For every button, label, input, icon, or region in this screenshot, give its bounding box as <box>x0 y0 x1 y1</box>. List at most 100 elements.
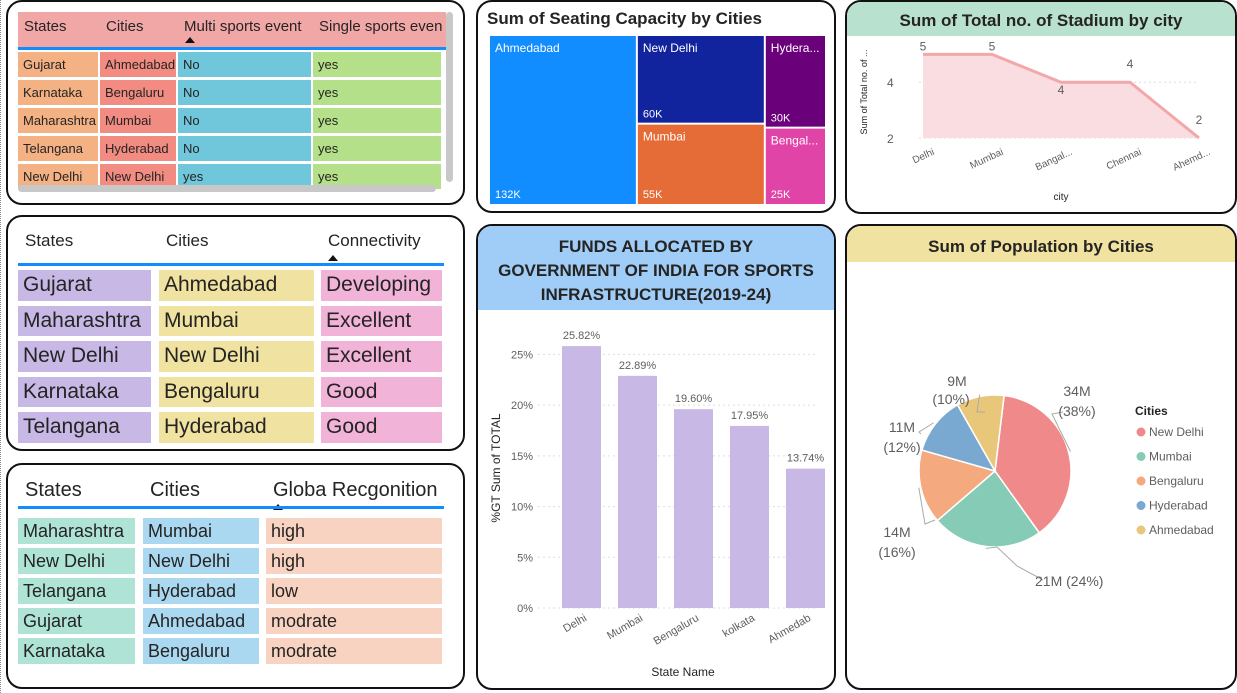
scrollbar-horizontal[interactable] <box>18 185 436 192</box>
pie-slice <box>936 469 1041 548</box>
table-row[interactable]: Telangana Hyderabad low <box>18 578 444 608</box>
table-cell: high <box>266 518 442 544</box>
table-cell: Excellent <box>321 305 442 337</box>
sort-ascending-icon[interactable] <box>328 255 338 261</box>
table-cell: Good <box>321 376 442 408</box>
table-cell: Maharashtra <box>18 108 98 133</box>
area-line <box>923 52 1200 140</box>
table-cell: Karnataka <box>18 638 135 664</box>
treemap-seating-capacity[interactable]: Sum of Seating Capacity by Cities Ahmeda… <box>476 0 836 213</box>
table-row[interactable]: Maharashtra Mumbai Excellent <box>18 305 444 342</box>
table-cell: Bengaluru <box>100 80 176 105</box>
leader-line <box>1051 411 1072 452</box>
legend-item: Hyderabad <box>1149 499 1208 513</box>
treemap-label: Ahmedabad <box>495 41 560 55</box>
treemap-value-label: 30K <box>771 113 791 125</box>
data-label: 4 <box>1058 83 1065 97</box>
x-tick-label: Mumbai <box>605 612 645 642</box>
treemap-tile <box>637 36 764 123</box>
table-row[interactable]: Karnataka Bengaluru Good <box>18 376 444 413</box>
column-header[interactable]: States <box>25 231 74 250</box>
data-label: 25.82% <box>563 330 601 342</box>
x-tick-label: Chennai <box>1105 147 1143 173</box>
data-label: 5 <box>920 39 927 53</box>
area-chart-stadiums[interactable]: Sum of Total no. of Stadium by city 2 4 5 5… <box>845 0 1237 214</box>
table-connectivity-body: States Cities Connectivity Gujarat Ahmedabad… <box>18 227 458 447</box>
treemap-label: New Delhi <box>643 41 698 55</box>
data-label: 19.60% <box>675 393 713 405</box>
column-header[interactable]: Cities <box>106 18 144 35</box>
bar <box>786 468 825 608</box>
bar-chart: 0% 5% 10% 15% 20% 25% 25.82% Delhi 22.89% Mumbai 1… <box>489 330 825 679</box>
column-header[interactable]: States <box>24 18 67 35</box>
table-cell: No <box>178 52 311 77</box>
data-label: 22.89% <box>619 360 657 372</box>
column-header[interactable]: Cities <box>166 231 209 250</box>
area-chart-header <box>847 2 1235 36</box>
legend-item: Bengaluru <box>1149 474 1204 488</box>
table-cell: New Delhi <box>159 341 314 372</box>
y-tick-label: 5% <box>517 552 533 564</box>
legend-marker <box>1136 501 1146 510</box>
header-divider <box>18 506 444 509</box>
bar-chart-funds[interactable]: FUNDS ALLOCATED BY GOVERNMENT OF INDIA F… <box>476 224 836 690</box>
pie-slice <box>921 403 997 473</box>
legend-marker <box>1136 452 1146 461</box>
data-label: 17.95% <box>731 410 769 422</box>
table-row[interactable]: Maharashtra Mumbai No yes <box>18 108 446 136</box>
table-row[interactable]: New Delhi New Delhi yes yes <box>18 164 446 192</box>
table-row[interactable]: Telangana Hyderabad No yes <box>18 136 446 164</box>
table-row[interactable]: Gujarat Ahmedabad modrate <box>18 608 444 638</box>
y-axis-title: %GT Sum of TOTAL <box>489 413 503 522</box>
table-row[interactable]: Telangana Hyderabad Good <box>18 412 444 448</box>
table-cell: No <box>178 136 311 161</box>
table-connectivity[interactable]: States Cities Connectivity Gujarat Ahmedabad… <box>6 215 465 451</box>
data-label-percent: (16%) <box>878 544 915 560</box>
table-cell: Gujarat <box>18 52 98 77</box>
y-tick-label: 2 <box>887 132 894 146</box>
table-row[interactable]: New Delhi New Delhi Excellent <box>18 341 444 377</box>
table-cell: modrate <box>266 608 442 634</box>
page-edge <box>0 0 4 693</box>
scrollbar-vertical[interactable] <box>446 12 453 182</box>
x-tick-label: Delhi <box>911 147 936 167</box>
column-header[interactable]: States <box>25 479 82 501</box>
x-tick-label: kolkata <box>721 612 758 640</box>
data-label: 34M <box>1063 383 1090 399</box>
table-row[interactable]: Gujarat Ahmedabad Developing <box>18 270 444 306</box>
table-cell: yes <box>178 164 311 189</box>
table-cell: Telangana <box>18 578 135 604</box>
table-row[interactable]: Gujarat Ahmedabad No yes <box>18 52 446 80</box>
legend-marker <box>1136 427 1146 437</box>
data-label: 5 <box>989 39 996 53</box>
table-global-recognition[interactable]: States Cities Globa Recgonition Maharashtra… <box>6 463 465 689</box>
table-row[interactable]: Karnataka Bengaluru modrate <box>18 638 444 668</box>
column-header[interactable]: Single sports even <box>319 18 443 35</box>
column-header[interactable]: Globa Recgonition <box>273 479 438 501</box>
table-cell: New Delhi <box>18 164 98 189</box>
table-cell: Developing <box>321 270 442 301</box>
treemap-label: Mumbai <box>643 130 686 144</box>
column-header[interactable]: Cities <box>150 479 201 501</box>
x-tick-label: Mumbai <box>968 147 1005 172</box>
y-tick-label: 15% <box>511 451 533 463</box>
table-row[interactable]: Karnataka Bengaluru No yes <box>18 80 446 108</box>
data-label: 4 <box>1127 57 1134 71</box>
column-header[interactable]: Connectivity <box>328 231 421 250</box>
pie-chart-population[interactable]: Sum of Population by Cities 34M (38%) 21M … <box>845 224 1237 690</box>
column-header[interactable]: Multi sports event <box>184 18 302 35</box>
bar <box>674 409 713 608</box>
table-cell: Gujarat <box>18 608 135 634</box>
treemap-tile <box>765 36 825 127</box>
table-row[interactable]: New Delhi New Delhi high <box>18 548 444 578</box>
table-cell: Hyderabad <box>159 412 314 443</box>
table-cell: New Delhi <box>18 341 151 372</box>
bar <box>730 425 769 608</box>
x-tick-label: Delhi <box>561 612 589 635</box>
table-cell: yes <box>313 52 441 77</box>
table-multi-sports[interactable]: States Cities Multi sports event Single spo… <box>6 0 465 205</box>
treemap-label: Bengal... <box>771 134 818 148</box>
sort-ascending-icon[interactable] <box>185 37 195 43</box>
table-row[interactable]: Maharashtra Mumbai high <box>18 518 444 548</box>
x-axis-title: State Name <box>651 665 715 679</box>
